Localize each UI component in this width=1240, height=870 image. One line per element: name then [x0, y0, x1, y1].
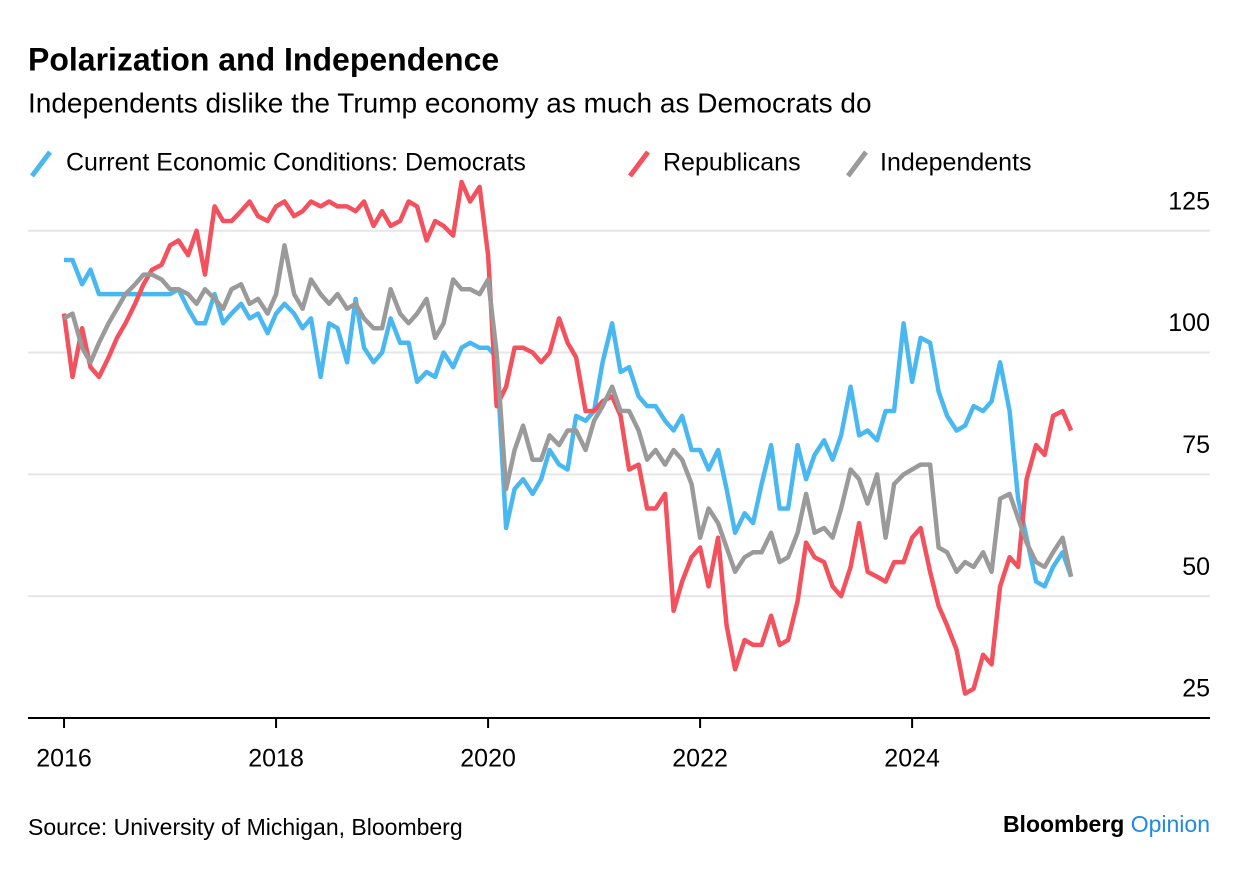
y-tick-label: 125: [1168, 187, 1210, 215]
series-line: [61, 179, 1074, 696]
chart-title: Polarization and Independence: [28, 41, 499, 77]
chart-subtitle: Independents dislike the Trump economy a…: [28, 87, 872, 118]
y-tick-label: 100: [1168, 309, 1210, 337]
x-tick-label: 2024: [884, 745, 940, 773]
x-tick-label: 2018: [248, 745, 304, 773]
brand-suffix: Opinion: [1131, 811, 1210, 837]
source: Source: University of Michigan, Bloomber…: [28, 814, 463, 840]
legend-label: Independents: [880, 149, 1032, 177]
legend-swatch: [846, 150, 868, 178]
y-tick-label: 50: [1182, 553, 1210, 581]
legend-swatch: [30, 150, 52, 178]
x-tick-label: 2020: [460, 745, 516, 773]
y-tick-label: 75: [1182, 431, 1210, 459]
legend-label: Current Economic Conditions: Democrats: [66, 149, 526, 177]
y-tick-label: 25: [1182, 675, 1210, 703]
x-tick-label: 2016: [36, 745, 92, 773]
brand: Bloomberg Opinion: [1003, 811, 1210, 837]
brand-name: Bloomberg: [1003, 811, 1124, 837]
legend-swatch: [628, 150, 650, 178]
legend-label: Republicans: [663, 149, 801, 177]
series-line: [62, 243, 1074, 578]
series-line: [64, 257, 1074, 589]
x-tick-label: 2022: [672, 745, 728, 773]
